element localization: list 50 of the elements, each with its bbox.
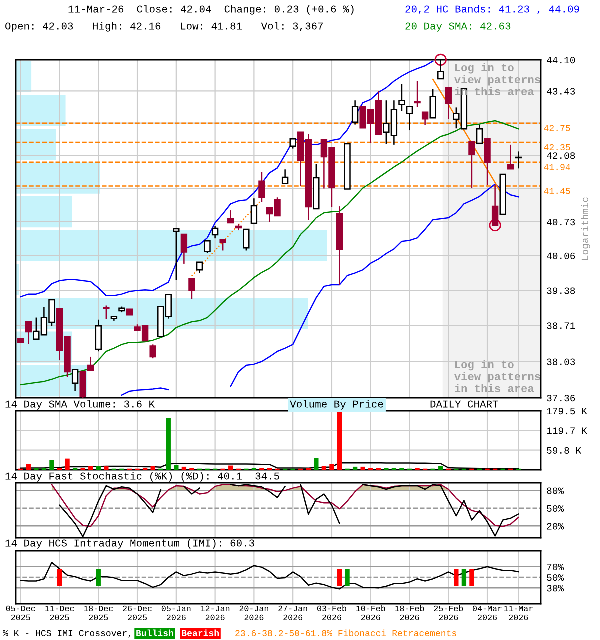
y-tick-label: 50% [547, 574, 564, 582]
y-tick-label: 43.43 [547, 88, 576, 95]
x-tick-label: 18-Feb 2026 [395, 605, 424, 620]
text: Bullish [136, 630, 174, 636]
ref-line-label: 41.45 [544, 188, 570, 194]
y-tick-label: 38.71 [547, 322, 576, 330]
x-tick-label: 10-Feb 2026 [356, 605, 386, 620]
legend-title: % K - HCS IMI Crossover, [3, 630, 131, 638]
x-tick-label: 27-Jan 2026 [278, 606, 308, 620]
chart-title: 11-Mar-26 Close: 42.04 Change: 0.23 (+0.6 %) [68, 5, 354, 15]
x-tick-label: 26-Dec 2025 [123, 606, 152, 620]
text: DAILY CHART [430, 400, 498, 408]
y-tick-label: 179.5 K [547, 408, 588, 415]
ref-line-label: 42.75 [544, 125, 570, 132]
y-tick-label: 80% [547, 488, 564, 494]
x-tick-label: 18-Dec 2025 [84, 606, 114, 620]
y-tick-label: 20% [547, 523, 564, 530]
x-tick-label: 20-Jan 2026 [240, 606, 268, 620]
ref-line-label: 42.35 [544, 144, 570, 151]
text: 23.6-38.2-50-61.8% Fibonacci Retracements [236, 630, 456, 636]
chart-title: 14 Day Fast Stochastic (%K) (%D): 40.1 34.5 [6, 472, 280, 482]
x-tick-label: 03-Feb 2026 [317, 605, 346, 620]
chart-subtitle: Open: 42.03 High: 42.16 Low: 41.81 Vol: 3,367 [6, 22, 323, 32]
y-tick-label: 38.03 [547, 358, 576, 366]
x-tick-label: 05-Jan 2026 [162, 606, 191, 620]
y-tick-label: 39.38 [547, 288, 576, 294]
y-tick-label: 37.36 [547, 395, 576, 402]
chart-title: 14 Day HCS Intraday Momentum (IMI): 60.3 [6, 539, 254, 549]
y-tick-label: 50% [547, 505, 564, 512]
chart-title: 14 Day SMA Volume: 3.6 K [6, 400, 156, 410]
text: Bearish [182, 630, 219, 636]
y-tick-label: 70% [547, 564, 564, 571]
y-tick-label: 40.73 [547, 219, 576, 226]
text: Volume By Price [290, 400, 384, 410]
y-tick-label: 30% [547, 585, 564, 592]
ref-line-label: 41.94 [544, 164, 570, 170]
text: 20 Day SMA: 42.63 [406, 22, 511, 32]
y-tick-label: 59.8 K [547, 447, 582, 454]
x-tick-label: 12-Jan 2026 [200, 606, 230, 620]
x-tick-label: 05-Dec 2025 [6, 606, 36, 620]
x-tick-label: 11-Mar 2026 [504, 606, 533, 620]
y-axis-title: Logarithmic [581, 198, 590, 260]
x-tick-label: 25-Feb 2026 [434, 605, 464, 620]
y-tick-label: 42.08 [547, 152, 576, 160]
x-tick-label: 04-Mar 2026 [473, 606, 502, 620]
y-tick-label: 44.10 [547, 57, 576, 64]
text: 20,2 HC Bands: 41.23 , 44.09 [406, 5, 580, 15]
y-tick-label: 40.06 [547, 252, 576, 260]
x-tick-label: 11-Dec 2025 [45, 606, 74, 620]
y-tick-label: 119.7 K [547, 428, 588, 434]
